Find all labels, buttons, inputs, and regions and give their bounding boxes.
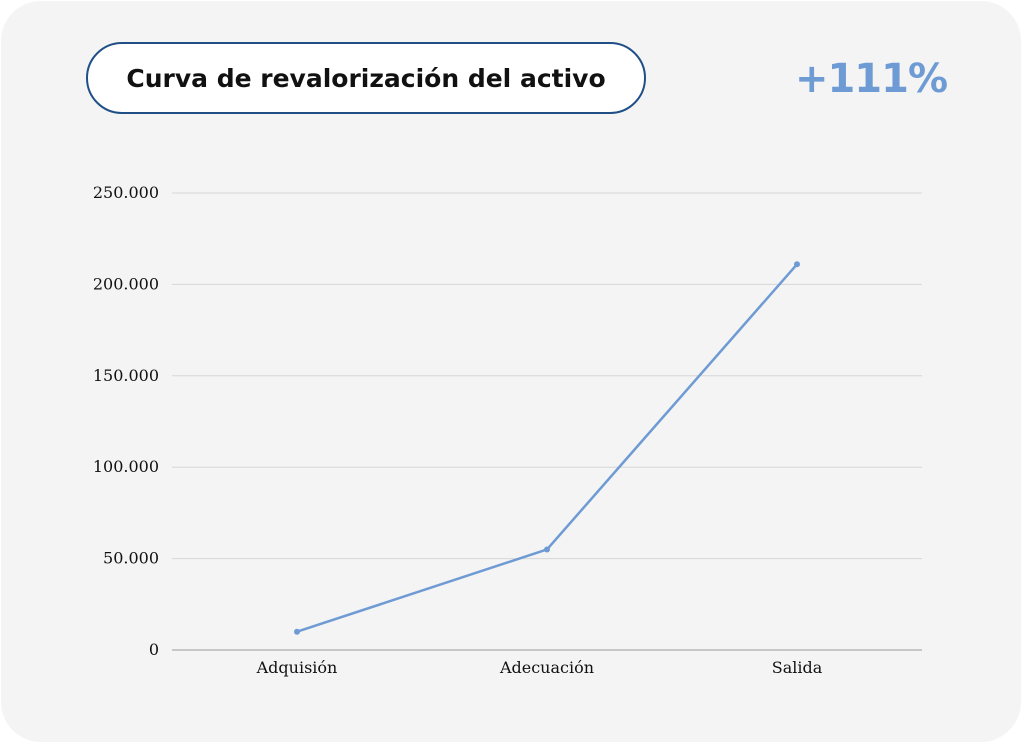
y-tick-label: 200.000 (93, 274, 159, 293)
y-tick-label: 50.000 (103, 549, 159, 568)
data-point (544, 546, 550, 553)
x-tick-labels: Adquisión Adecuación Salida (256, 658, 823, 677)
gridlines (172, 192, 922, 560)
x-tick-label: Salida (772, 658, 823, 677)
x-tick-label: Adquisión (256, 658, 338, 677)
series (294, 261, 800, 635)
y-tick-label: 150.000 (93, 366, 159, 385)
y-tick-label: 100.000 (93, 457, 159, 476)
y-tick-labels: 0 50.000 100.000 150.000 200.000 250.000 (93, 183, 159, 659)
chart-title-pill: Curva de revalorización del activo (86, 42, 646, 114)
y-tick-label: 250.000 (93, 183, 159, 202)
x-tick-label: Adecuación (499, 658, 594, 677)
y-tick-label: 0 (149, 640, 159, 659)
growth-badge: +111% (794, 56, 948, 102)
series-line (295, 263, 799, 633)
chart-title: Curva de revalorización del activo (126, 63, 606, 93)
data-point (794, 261, 800, 268)
data-point (294, 628, 300, 635)
